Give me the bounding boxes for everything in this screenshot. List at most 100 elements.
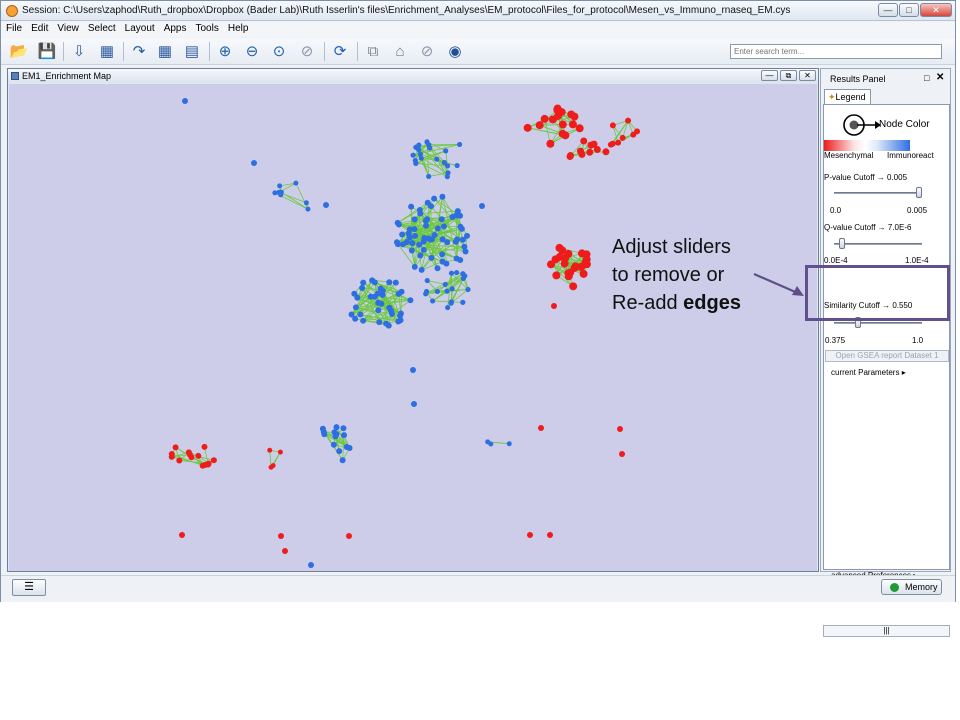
node-cluster[interactable] [168,443,217,469]
network-node[interactable] [168,453,175,460]
network-node[interactable] [201,443,208,450]
network-edge[interactable] [398,218,442,225]
network-edge[interactable] [421,241,448,271]
network-node[interactable] [375,307,382,314]
network-node[interactable] [182,98,188,104]
network-edge[interactable] [357,297,387,324]
network-node[interactable] [579,269,588,278]
network-node[interactable] [431,232,438,239]
network-node[interactable] [251,160,257,166]
network-edge[interactable] [397,243,416,268]
network-node[interactable] [540,114,549,123]
network-node[interactable] [568,120,577,129]
network-restore-button[interactable]: ⧉ [780,70,797,81]
network-node[interactable] [282,548,288,554]
network-node[interactable] [359,285,366,292]
node-cluster[interactable] [267,447,283,470]
network-node[interactable] [453,212,460,219]
network-edge[interactable] [281,191,309,210]
network-node[interactable] [278,192,284,198]
network-edge[interactable] [355,307,401,321]
network-node[interactable] [431,195,438,202]
network-node[interactable] [465,286,471,293]
network-node[interactable] [354,294,361,301]
network-node[interactable] [333,431,340,438]
node-cluster[interactable] [607,117,641,148]
network-node[interactable] [443,148,449,154]
network-node[interactable] [506,441,512,447]
network-node[interactable] [346,533,352,539]
network-node[interactable] [607,141,614,148]
network-edge[interactable] [272,451,281,466]
network-node[interactable] [571,262,580,271]
share-table-icon[interactable]: ▦ [157,43,173,60]
network-node[interactable] [461,243,468,250]
network-node[interactable] [425,235,432,242]
network-node[interactable] [305,206,311,212]
network-edge[interactable] [433,198,463,230]
network-edge[interactable] [420,210,458,214]
network-node[interactable] [444,174,450,180]
network-node[interactable] [408,247,415,254]
node-cluster[interactable] [348,277,414,329]
network-node[interactable] [434,225,441,232]
network-node[interactable] [538,425,544,431]
share-network-icon[interactable]: ↷ [132,43,146,60]
network-node[interactable] [376,319,383,326]
network-node[interactable] [424,216,431,223]
network-edge[interactable] [351,296,372,315]
network-edge[interactable] [612,125,619,143]
network-edge[interactable] [398,293,402,314]
network-edge[interactable] [279,182,296,187]
network-node[interactable] [336,448,343,455]
network-node[interactable] [416,241,423,248]
network-edge[interactable] [351,294,383,315]
network-node[interactable] [442,281,448,288]
menu-edit[interactable]: Edit [31,23,49,34]
network-node[interactable] [389,310,396,317]
network-node[interactable] [308,562,314,568]
network-node[interactable] [423,291,429,297]
menu-apps[interactable]: Apps [163,23,187,34]
network-edge[interactable] [443,226,447,264]
network-edge[interactable] [556,254,587,276]
network-node[interactable] [426,173,432,180]
network-node[interactable] [619,451,625,457]
network-node[interactable] [440,223,447,230]
network-node[interactable] [546,139,555,148]
network-node[interactable] [403,239,410,246]
network-edge[interactable] [414,141,428,161]
network-node[interactable] [460,271,466,277]
network-node[interactable] [439,251,446,258]
network-edge[interactable] [539,124,563,135]
network-node[interactable] [417,252,424,259]
export-image-icon[interactable]: ▤ [184,43,200,60]
network-node[interactable] [580,137,588,145]
network-node[interactable] [441,159,447,166]
network-node[interactable] [454,162,460,169]
network-edge[interactable] [415,150,446,164]
network-node[interactable] [416,147,422,153]
node-cluster[interactable] [410,139,463,180]
network-node[interactable] [439,236,446,243]
menu-select[interactable]: Select [87,23,116,34]
horizontal-scrollbar[interactable]: ||| [823,625,950,637]
network-node[interactable] [374,290,381,297]
network-node[interactable] [323,202,329,208]
network-edge[interactable] [418,144,448,177]
network-node[interactable] [418,155,424,161]
network-node[interactable] [303,200,309,206]
zoom-in-icon[interactable]: ⊕ [218,43,232,60]
network-node[interactable] [397,312,404,319]
network-edge[interactable] [408,233,461,261]
network-node[interactable] [553,104,562,113]
network-node[interactable] [619,134,626,141]
network-node[interactable] [443,260,450,267]
network-graph[interactable] [9,84,817,571]
menu-file[interactable]: File [6,23,23,34]
network-node[interactable] [625,117,632,124]
network-node[interactable] [420,246,427,253]
network-node[interactable] [399,231,406,238]
network-node[interactable] [321,431,328,438]
network-node[interactable] [268,464,274,470]
